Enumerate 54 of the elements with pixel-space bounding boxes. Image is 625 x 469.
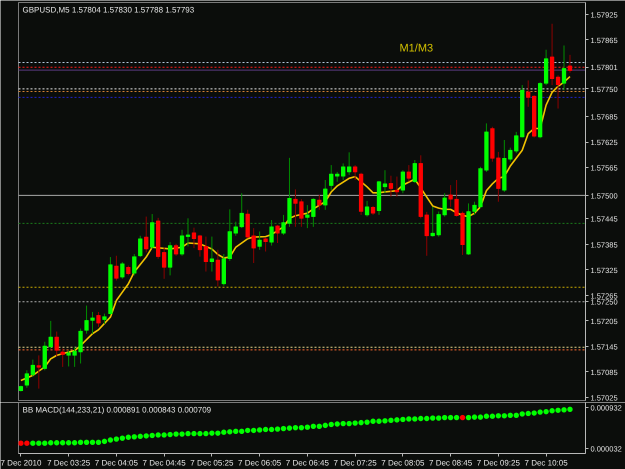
candlestick bbox=[90, 311, 95, 334]
candlestick bbox=[257, 231, 262, 250]
candlestick bbox=[168, 242, 172, 276]
chart-title: BB MACD(144,233,21) 0.000891 0.000843 0.000709 bbox=[22, 406, 212, 414]
chart-title: GBPUSD,M5 1.57804 1.57830 1.57788 1.57793 bbox=[22, 6, 195, 14]
candlestick bbox=[448, 184, 453, 208]
candlestick bbox=[210, 236, 214, 272]
candlestick bbox=[126, 265, 130, 276]
x-tick-label: 7 Dec 03:25 bbox=[47, 458, 91, 468]
x-tick-label: 7 Dec 06:45 bbox=[286, 458, 330, 468]
candlestick bbox=[412, 159, 417, 184]
candlestick bbox=[114, 255, 119, 281]
candlestick bbox=[364, 200, 370, 218]
candlestick bbox=[317, 194, 322, 210]
candlestick bbox=[96, 311, 101, 328]
x-tick-label: 7 Dec 06:05 bbox=[238, 458, 282, 468]
x-tick-label: 7 Dec 09:25 bbox=[476, 458, 520, 468]
candlestick bbox=[144, 216, 148, 253]
candlestick bbox=[36, 354, 41, 390]
x-tick-label: 7 Dec 08:05 bbox=[381, 458, 425, 468]
candlestick bbox=[60, 348, 65, 368]
candlestick bbox=[281, 214, 286, 236]
candlestick bbox=[275, 224, 280, 244]
candlestick bbox=[84, 305, 89, 334]
candlestick bbox=[400, 170, 406, 194]
candlestick bbox=[138, 235, 142, 258]
candlestick bbox=[562, 44, 566, 91]
candlestick bbox=[263, 237, 268, 252]
x-tick-label: 7 Dec 04:45 bbox=[142, 458, 186, 468]
candlestick bbox=[382, 170, 388, 194]
x-tick-label: 7 Dec 04:05 bbox=[94, 458, 139, 468]
x-tick-label: 7 Dec 2010 bbox=[0, 458, 42, 468]
candlestick bbox=[102, 313, 107, 324]
candlestick bbox=[568, 54, 572, 74]
candlestick bbox=[269, 220, 274, 246]
annotation: M1/M3 bbox=[400, 42, 434, 55]
x-tick-label: 7 Dec 05:25 bbox=[190, 458, 234, 468]
candlestick bbox=[132, 254, 136, 276]
candlestick bbox=[388, 175, 394, 198]
candlestick bbox=[54, 331, 59, 358]
candlestick bbox=[216, 249, 220, 287]
candlestick bbox=[186, 218, 190, 247]
x-tick-label: 7 Dec 10:05 bbox=[524, 458, 568, 468]
x-tick-label: 7 Dec 07:25 bbox=[334, 458, 378, 468]
candlestick bbox=[180, 229, 184, 256]
candlestick bbox=[120, 262, 124, 280]
candlestick bbox=[323, 180, 328, 210]
candlestick bbox=[472, 201, 477, 216]
candlestick bbox=[192, 227, 196, 249]
candlestick bbox=[394, 176, 400, 198]
candlestick bbox=[352, 164, 358, 181]
x-tick-label: 7 Dec 08:45 bbox=[429, 458, 473, 468]
candlestick bbox=[406, 164, 411, 182]
candlestick bbox=[174, 243, 178, 256]
